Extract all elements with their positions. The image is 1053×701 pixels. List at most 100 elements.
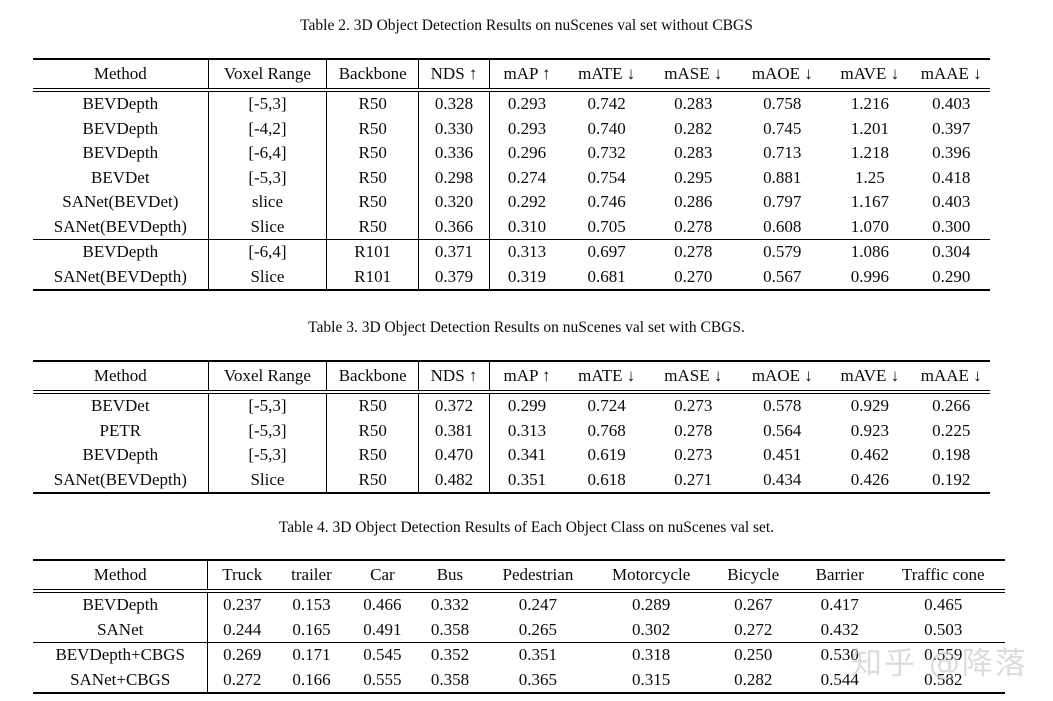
table-cell: R50	[326, 90, 420, 117]
table-row: SANet 0.244 0.165 0.491 0.358 0.265 0.30…	[33, 617, 1005, 643]
table-cell: 0.432	[820, 619, 859, 639]
table-cell: 0.328	[418, 90, 490, 117]
table-cell: R50	[326, 214, 420, 240]
column-header: Method	[33, 361, 209, 394]
table-cell: Slice	[208, 264, 328, 290]
table-cell: 0.697	[564, 239, 650, 265]
table-cell: R50	[326, 467, 420, 493]
table-cell: 0.724	[587, 396, 626, 415]
table-cell: BEVDet	[33, 165, 209, 190]
table-cell: 0.797	[763, 192, 802, 211]
table-cell: 0.351	[482, 642, 594, 668]
table-cell: Slice	[208, 214, 328, 240]
table-cell: R50	[326, 443, 420, 468]
table2-results-without-cbgs: Method Voxel Range Backbone NDS ↑ mAP ↑ …	[33, 58, 990, 291]
table-cell: 0.379	[418, 264, 490, 290]
table-cell: R101	[326, 239, 420, 265]
table3-results-with-cbgs: Method Voxel Range Backbone NDS ↑ mAP ↑ …	[33, 360, 990, 494]
table-cell: 0.768	[587, 420, 626, 440]
table-cell: 0.745	[763, 118, 802, 138]
table-cell: 0.608	[763, 216, 802, 236]
column-header: Barrier	[797, 560, 882, 593]
table-cell: 0.278	[649, 239, 738, 265]
table-cell: 0.298	[418, 165, 490, 190]
table-cell: 0.418	[932, 167, 971, 187]
table-cell: [-4,2]	[208, 116, 328, 141]
table-cell: 0.283	[674, 94, 713, 113]
table-cell: 0.271	[674, 469, 713, 489]
table-cell: 0.341	[507, 445, 547, 464]
table-cell: [-5,3]	[208, 165, 328, 190]
table-cell: BEVDepth	[33, 141, 209, 166]
column-header: Backbone	[326, 361, 420, 394]
table2-header-row: Method Voxel Range Backbone NDS ↑ mAP ↑ …	[33, 59, 990, 92]
table-cell: 0.713	[763, 143, 802, 162]
table-cell: 0.996	[850, 266, 889, 286]
table-cell: 0.332	[430, 595, 470, 614]
column-header: mAP ↑	[489, 361, 565, 394]
table4-per-class-results: Method Truck trailer Car Bus Pedestrian …	[33, 559, 1005, 694]
table-cell: 0.313	[489, 239, 565, 265]
table-cell: 0.278	[674, 216, 713, 236]
table-cell: 0.579	[737, 239, 828, 265]
table-cell: R50	[326, 165, 420, 190]
table-cell: 0.618	[587, 469, 626, 489]
table-cell: BEVDepth	[33, 239, 209, 265]
table-cell: 0.358	[430, 669, 470, 689]
table-cell: 0.929	[850, 396, 889, 415]
table-cell: [-5,3]	[208, 443, 328, 468]
table-cell: 0.319	[507, 266, 547, 286]
table-cell: 0.742	[587, 94, 626, 113]
table-cell: 0.310	[507, 216, 547, 236]
table-cell: 0.300	[932, 216, 971, 236]
table-cell: 0.237	[223, 595, 262, 614]
table-cell: PETR	[33, 418, 209, 443]
table-cell: [-5,3]	[208, 418, 328, 443]
table-cell: 0.417	[820, 595, 859, 614]
table-row: BEVDepth+CBGS 0.269 0.171 0.545 0.352 0.…	[33, 642, 1005, 668]
table-cell: 0.244	[223, 619, 262, 639]
table-cell: SANet(BEVDepth)	[33, 214, 209, 240]
table-cell: 0.269	[207, 642, 276, 668]
table-cell: 0.270	[674, 266, 713, 286]
table-cell: BEVDepth	[33, 443, 209, 468]
column-header: Car	[346, 560, 418, 593]
table-cell: 1.218	[850, 143, 889, 162]
table-cell: 0.313	[507, 420, 547, 440]
table-cell: 1.086	[827, 239, 913, 265]
column-header: mAVE ↓	[827, 59, 913, 92]
column-header: Method	[33, 59, 209, 92]
table-cell: 0.286	[674, 192, 713, 211]
table-cell: 0.293	[507, 118, 547, 138]
column-header: Motorcycle	[593, 560, 709, 593]
table-row: BEVDepth [-4,2] R50 0.330 0.293 0.740 0.…	[33, 116, 990, 141]
table-cell: R50	[326, 116, 420, 141]
table-cell: SANet(BEVDepth)	[33, 467, 209, 493]
table-cell: 0.290	[932, 266, 971, 286]
table-cell: R50	[326, 190, 420, 215]
table-cell: Slice	[208, 467, 328, 493]
table-cell: 1.216	[850, 94, 889, 113]
table-cell: 0.465	[924, 595, 963, 614]
table-cell: 0.451	[763, 445, 802, 464]
column-header: trailer	[275, 560, 347, 593]
table-row: SANet(BEVDepth) Slice R50 0.366 0.310 0.…	[33, 214, 990, 240]
table-cell: 0.295	[674, 167, 713, 187]
table-cell: 0.358	[430, 619, 470, 639]
table-cell: R50	[326, 418, 420, 443]
table-cell: 0.403	[932, 192, 971, 211]
column-header: Voxel Range	[208, 361, 328, 394]
table-cell: [-5,3]	[208, 90, 328, 117]
table3-header-row: Method Voxel Range Backbone NDS ↑ mAP ↑ …	[33, 361, 990, 394]
column-header: mATE ↓	[564, 59, 650, 92]
table-cell: BEVDepth	[33, 116, 209, 141]
column-header: Bus	[417, 560, 483, 593]
column-header: mAOE ↓	[737, 361, 828, 394]
table-cell: 0.296	[507, 143, 547, 162]
table-cell: 0.758	[763, 94, 802, 113]
column-header: NDS ↑	[418, 361, 490, 394]
table-cell: 0.754	[587, 167, 626, 187]
table-cell: R50	[326, 141, 420, 166]
table-cell: 0.371	[418, 239, 490, 265]
table-cell: 0.567	[763, 266, 802, 286]
